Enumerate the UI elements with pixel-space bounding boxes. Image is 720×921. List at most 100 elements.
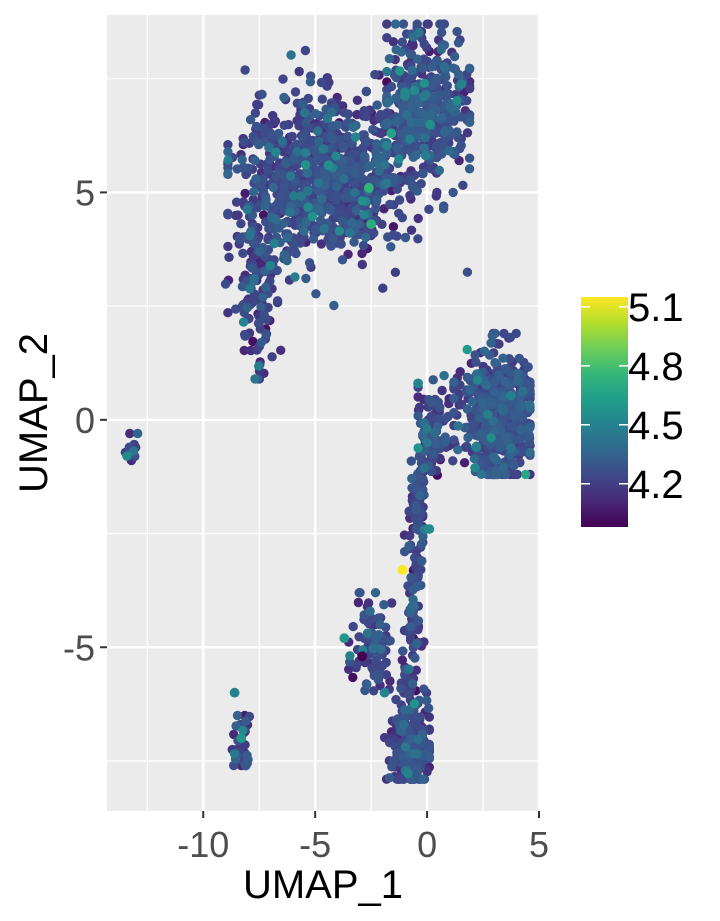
data-point <box>367 663 377 673</box>
data-point <box>449 377 459 387</box>
data-point <box>397 37 407 47</box>
data-point <box>521 469 531 480</box>
data-point <box>458 180 468 190</box>
data-point <box>415 712 425 722</box>
data-point <box>427 62 437 72</box>
data-point <box>432 73 442 84</box>
data-point <box>345 651 355 661</box>
data-point-highlight <box>386 128 397 139</box>
data-point <box>400 712 410 722</box>
data-point <box>353 597 364 608</box>
data-point <box>279 182 289 192</box>
data-point <box>424 204 434 214</box>
data-point <box>292 147 302 157</box>
data-point <box>374 166 384 176</box>
data-point <box>238 725 248 735</box>
data-point <box>499 392 509 402</box>
data-point <box>249 238 259 249</box>
data-point <box>223 155 233 165</box>
data-point <box>414 27 424 38</box>
data-point <box>518 386 528 396</box>
data-point <box>296 191 306 201</box>
data-point <box>352 95 363 106</box>
data-point <box>362 628 373 638</box>
data-point <box>291 248 301 259</box>
data-point <box>413 443 423 453</box>
data-point <box>386 242 396 252</box>
data-point-highlight <box>397 565 408 575</box>
data-point <box>261 329 271 339</box>
data-point <box>223 308 233 318</box>
data-point-highlight <box>229 687 240 698</box>
data-point <box>239 137 249 147</box>
data-point <box>392 143 402 153</box>
data-point <box>331 182 342 192</box>
data-point <box>464 117 475 128</box>
data-point <box>500 469 511 480</box>
data-point <box>350 148 360 159</box>
data-point <box>388 222 399 232</box>
data-point <box>371 158 382 168</box>
data-point <box>441 413 451 423</box>
data-point <box>259 310 269 320</box>
data-point <box>420 133 430 143</box>
data-point <box>403 689 414 700</box>
data-point <box>251 121 262 132</box>
data-point <box>400 705 410 715</box>
data-point <box>231 197 242 207</box>
data-point <box>412 19 422 29</box>
data-point <box>462 128 473 138</box>
data-point <box>413 392 423 402</box>
data-point <box>359 151 370 162</box>
data-point <box>238 317 249 327</box>
data-point <box>361 86 371 97</box>
data-point <box>523 362 533 372</box>
data-point <box>260 282 271 293</box>
data-point <box>411 749 421 759</box>
data-point <box>292 139 302 149</box>
data-point <box>419 684 429 694</box>
data-point <box>286 50 296 60</box>
data-point <box>311 289 321 299</box>
data-point <box>299 226 309 236</box>
data-point <box>386 81 397 92</box>
data-point <box>384 773 395 783</box>
data-point <box>406 225 417 235</box>
data-point <box>391 93 401 103</box>
data-point <box>513 368 523 379</box>
data-point <box>416 539 427 549</box>
data-point <box>416 107 426 118</box>
data-point <box>365 606 375 616</box>
data-point <box>404 541 414 551</box>
data-point <box>370 69 380 80</box>
data-point <box>411 504 421 515</box>
y-tick-label: 0 <box>75 400 95 441</box>
data-point <box>245 230 255 241</box>
data-point <box>331 151 341 161</box>
data-point <box>444 146 454 156</box>
data-point <box>317 194 327 204</box>
data-point <box>405 190 415 201</box>
data-point <box>422 438 432 448</box>
data-point <box>420 151 431 161</box>
x-axis-ticks: -10 -5 0 5 <box>177 811 549 865</box>
data-point <box>456 79 467 89</box>
data-point <box>514 353 524 364</box>
data-point <box>376 109 386 120</box>
data-point <box>237 154 247 165</box>
data-point <box>464 153 475 163</box>
data-point <box>400 232 411 243</box>
data-point <box>287 131 297 142</box>
data-point <box>415 490 425 501</box>
data-point <box>358 240 369 251</box>
x-tick-label: -5 <box>299 824 331 865</box>
data-point <box>406 621 416 632</box>
data-point <box>453 38 464 48</box>
data-point <box>281 158 291 169</box>
color-legend: 4.2 4.5 4.8 5.1 <box>581 286 684 527</box>
data-point <box>418 168 428 179</box>
data-point <box>307 211 318 222</box>
data-point <box>412 54 423 64</box>
data-point <box>314 187 324 197</box>
data-point <box>506 390 516 401</box>
